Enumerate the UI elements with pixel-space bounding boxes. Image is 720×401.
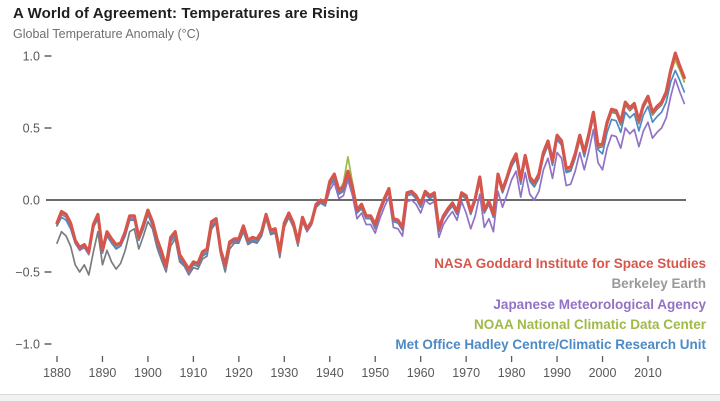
legend-item-jma: Japanese Meteorological Agency [493, 296, 706, 312]
x-axis-label: 2000 [589, 366, 617, 380]
y-axis-label: −0.5 [15, 266, 40, 280]
x-axis-label: 1960 [407, 366, 435, 380]
x-axis-label: 1950 [361, 366, 389, 380]
series-line-noaa-national [56, 59, 686, 272]
x-axis-label: 1910 [179, 366, 207, 380]
y-axis-label: −1.0 [15, 338, 40, 352]
legend-item-met-office: Met Office Hadley Centre/Climatic Resear… [395, 337, 706, 353]
chart-title: A World of Agreement: Temperatures are R… [13, 5, 359, 22]
chart-legend: NASA Goddard Institute for Space Studies… [395, 254, 706, 355]
x-axis-label: 2010 [634, 366, 662, 380]
series-line-berkeley-earth [56, 58, 686, 276]
y-axis-label: 0.5 [23, 122, 40, 136]
chart-subtitle: Global Temperature Anomaly (°C) [13, 27, 200, 41]
bottom-strip [0, 395, 720, 401]
y-axis-label: 0.0 [23, 194, 40, 208]
series-line-met-office [56, 69, 686, 272]
x-axis-label: 1970 [452, 366, 480, 380]
legend-item-noaa: NOAA National Climatic Data Center [473, 316, 706, 332]
x-axis-label: 1980 [498, 366, 526, 380]
x-axis-label: 1900 [134, 366, 162, 380]
x-axis-label: 1990 [543, 366, 571, 380]
series-line-nasa-goddard [55, 51, 686, 271]
x-axis-label: 1890 [89, 366, 117, 380]
x-axis-label: 1940 [316, 366, 344, 380]
series-line-japanese-meteorological [56, 78, 686, 273]
y-axis-label: 1.0 [23, 50, 40, 64]
legend-item-berkeley-earth: Berkeley Earth [611, 276, 706, 292]
x-axis-label: 1920 [225, 366, 253, 380]
x-axis-label: 1880 [43, 366, 71, 380]
x-axis-label: 1930 [270, 366, 298, 380]
legend-item-nasa-giss: NASA Goddard Institute for Space Studies [434, 256, 706, 271]
